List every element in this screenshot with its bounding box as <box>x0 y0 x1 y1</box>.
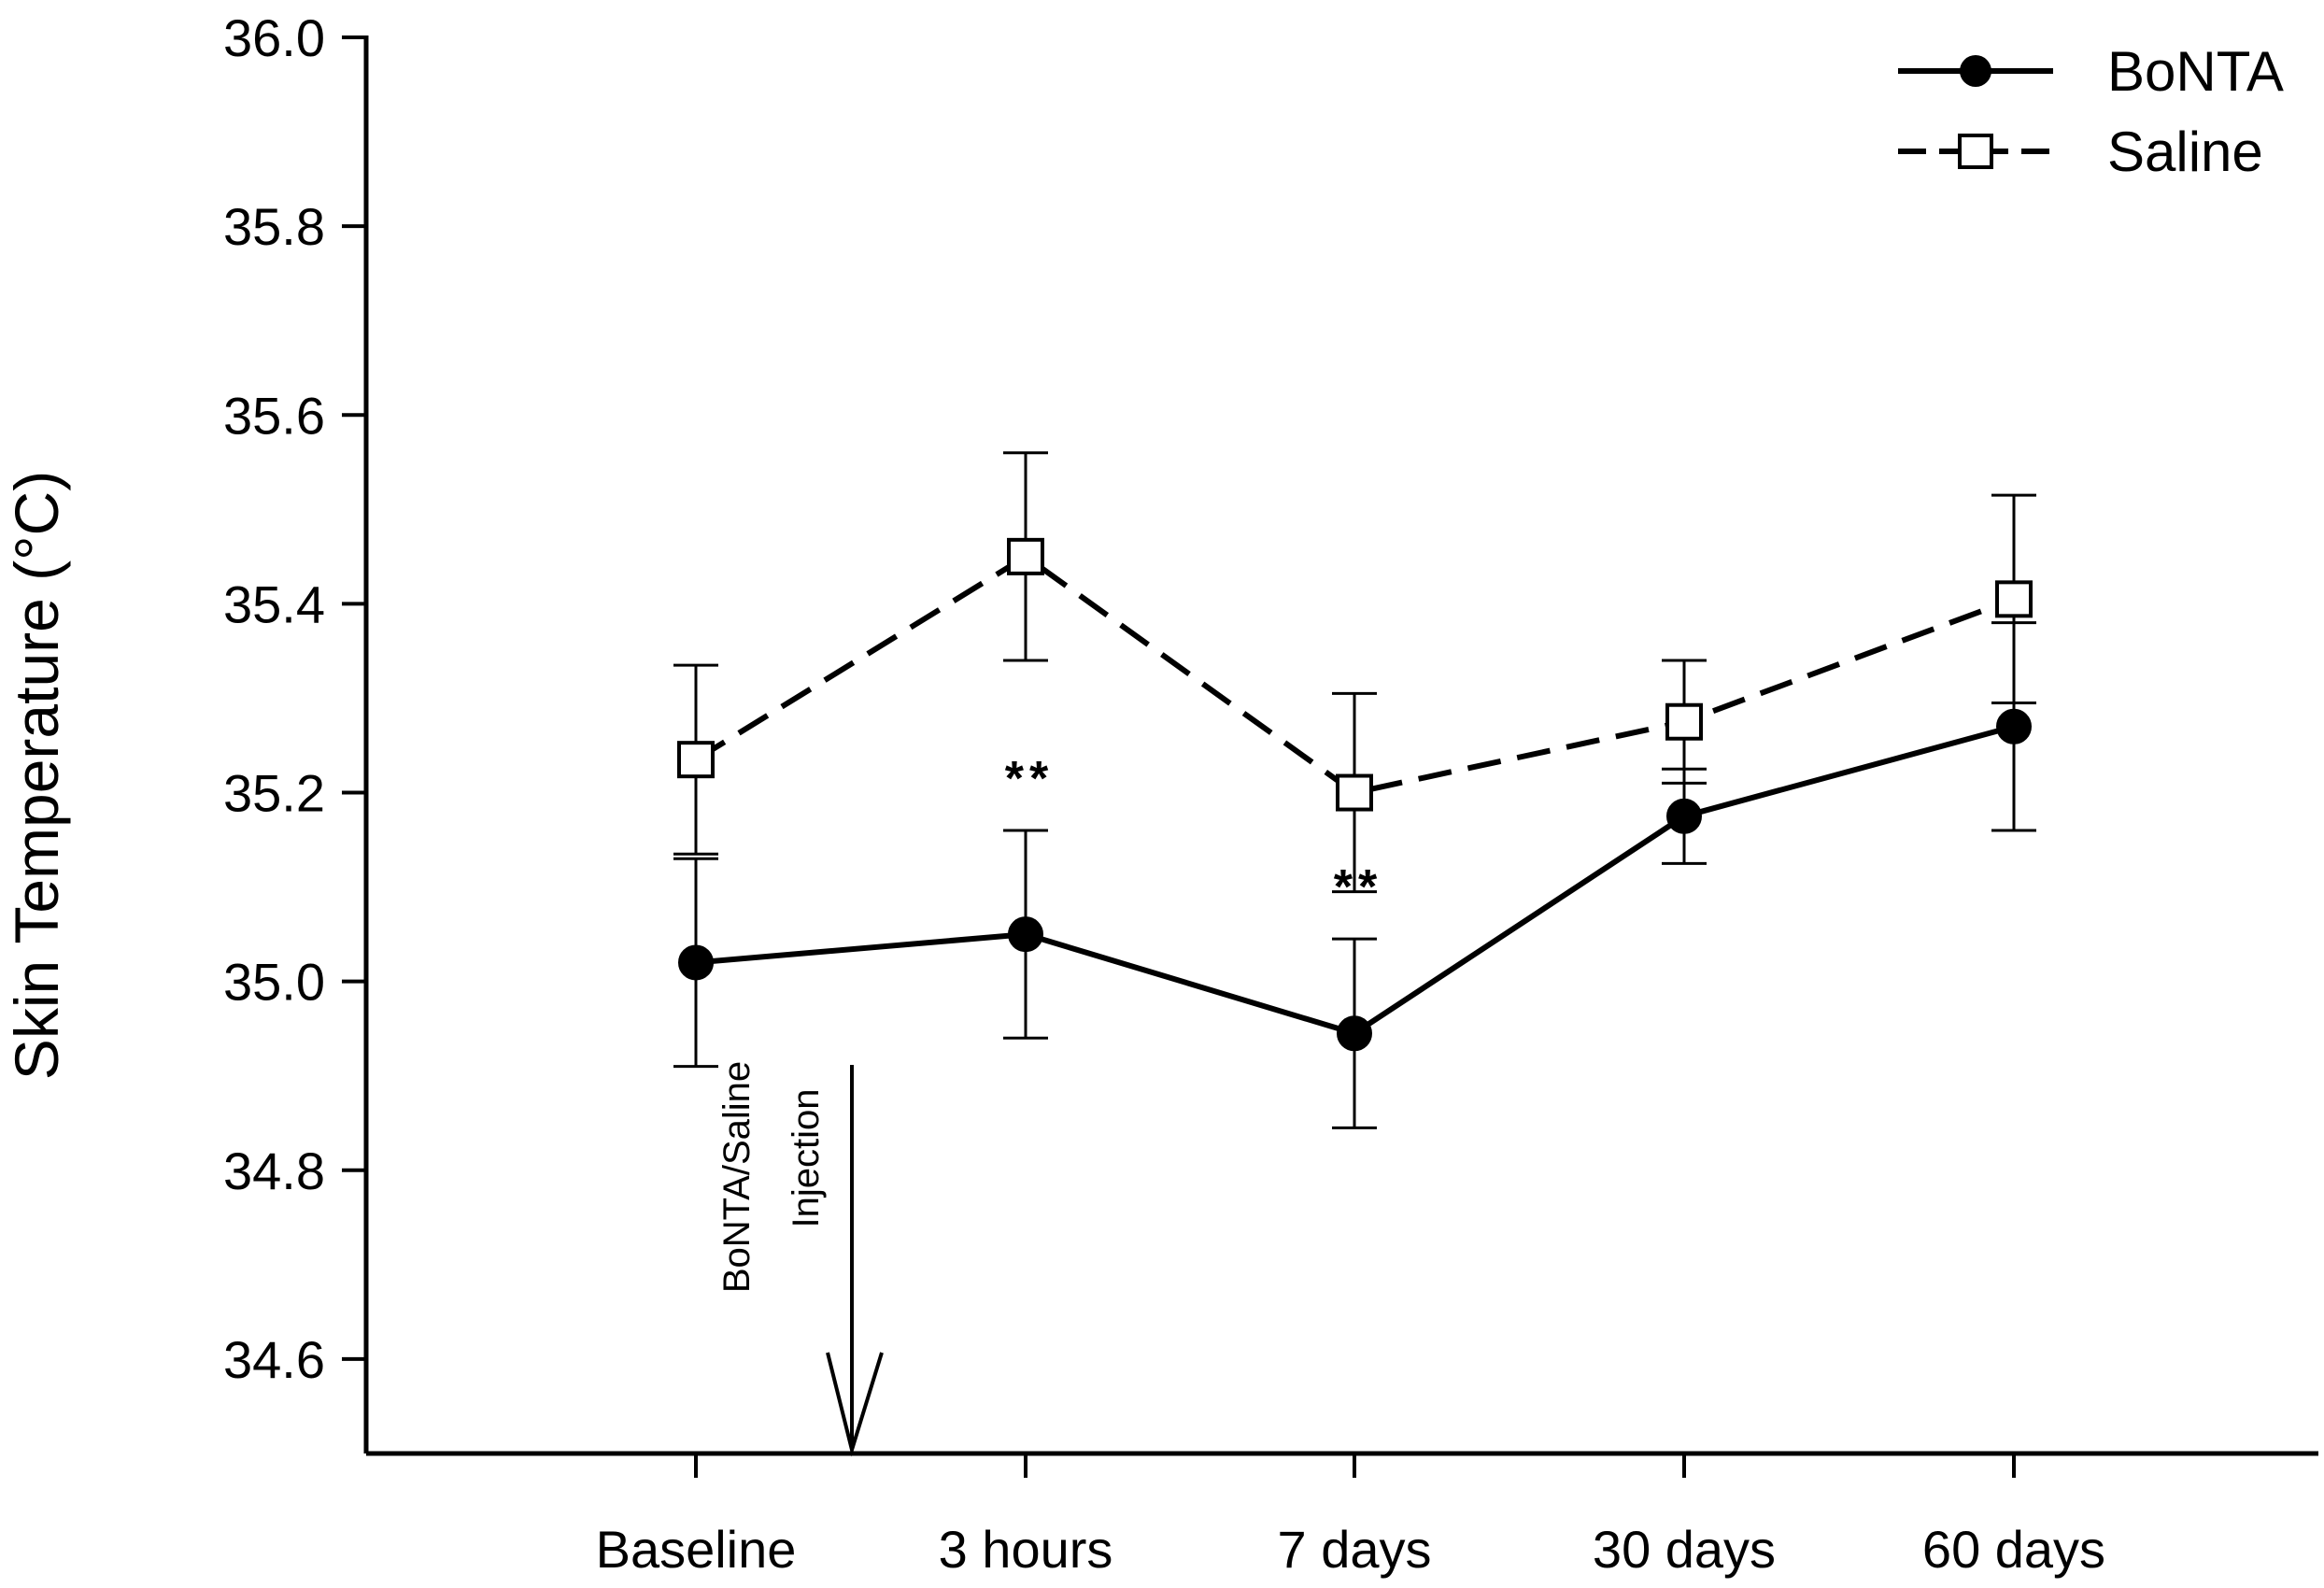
bonta-point <box>1666 798 1702 834</box>
series-layer <box>673 451 2036 1129</box>
injection-annotation: BoNTA/Saline Injection <box>716 1061 884 1457</box>
y-tick-label: 35.6 <box>223 386 325 445</box>
y-tick-label: 36.0 <box>223 8 325 67</box>
y-tick-label: 34.8 <box>223 1141 325 1200</box>
injection-annotation-line1: BoNTA/Saline <box>716 1061 758 1293</box>
legend-marker-saline <box>1958 134 1993 169</box>
x-tick-label: 30 days <box>1593 1520 1776 1579</box>
x-tick-label: Baseline <box>596 1520 797 1579</box>
x-tick-label: 3 hours <box>939 1520 1113 1579</box>
legend: BoNTA Saline <box>1898 40 2284 183</box>
legend-label-bonta: BoNTA <box>2107 40 2284 103</box>
x-tick-label: 60 days <box>1922 1520 2105 1579</box>
bonta-point <box>1996 708 2032 744</box>
saline-point <box>1007 537 1044 575</box>
y-axis-ticks: 34.6 34.8 35.0 35.2 35.4 35.6 35.8 36.0 <box>223 8 366 1389</box>
saline-point <box>1665 702 1703 741</box>
saline-point <box>1336 773 1373 812</box>
injection-arrow-head <box>826 1352 884 1457</box>
series-saline <box>673 451 2036 894</box>
x-tick-label: 7 days <box>1278 1520 1432 1579</box>
bonta-point <box>1337 1015 1372 1052</box>
significance-marker: ** <box>1334 860 1382 915</box>
saline-point <box>1995 580 2033 618</box>
y-tick-label: 35.2 <box>223 764 325 823</box>
injection-annotation-line2: Injection <box>786 1089 827 1228</box>
saline-line <box>694 553 2016 796</box>
series-bonta <box>673 621 2036 1129</box>
y-tick-label: 35.0 <box>223 953 325 1012</box>
y-tick-label: 34.6 <box>223 1330 325 1389</box>
x-axis-ticks: Baseline 3 hours 7 days 30 days 60 days <box>596 1453 2105 1579</box>
y-tick-label: 35.4 <box>223 574 325 633</box>
y-axis-title: Skin Temperature (°C) <box>2 471 71 1080</box>
saline-point <box>677 741 715 779</box>
legend-label-saline: Saline <box>2107 121 2263 183</box>
axes <box>363 35 2318 1456</box>
bonta-point <box>678 944 714 981</box>
bonta-point <box>1008 916 1043 953</box>
legend-marker-bonta <box>1960 55 1991 87</box>
y-tick-label: 35.8 <box>223 197 325 256</box>
significance-marker: ** <box>1005 752 1054 806</box>
significance-markers: ** ** <box>1005 752 1382 915</box>
